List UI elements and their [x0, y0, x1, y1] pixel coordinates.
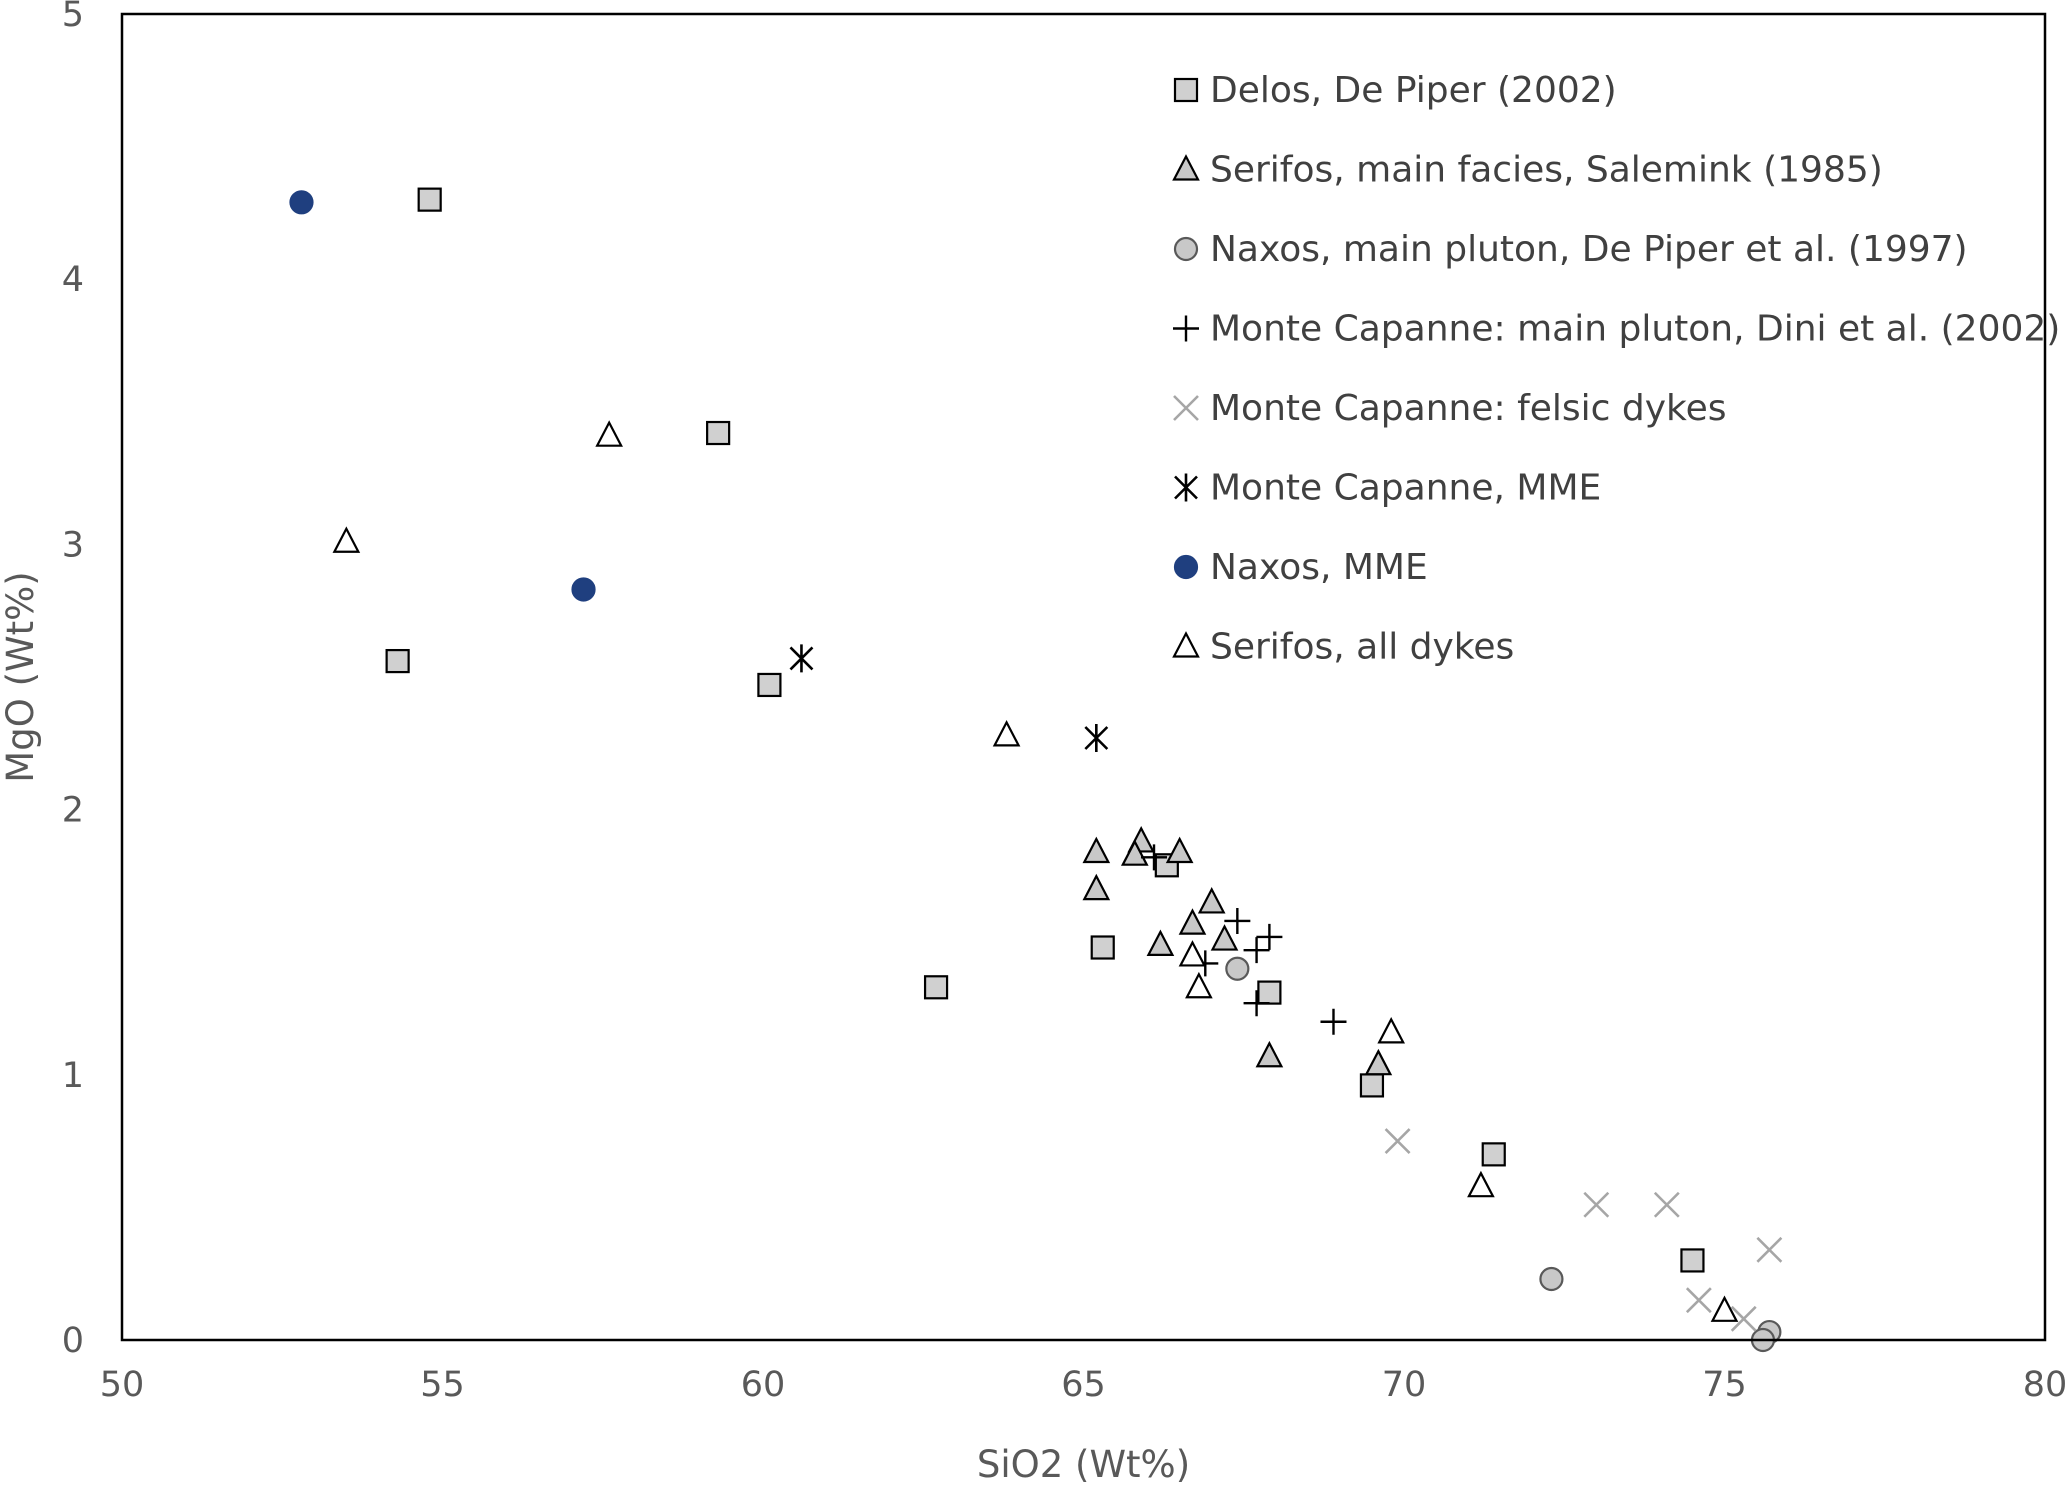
legend-marker: [1173, 236, 1199, 262]
y-tick-label: 4: [62, 260, 84, 300]
data-point: [1364, 1048, 1393, 1076]
series-5: [789, 644, 1109, 752]
x-tick-label: 70: [1382, 1365, 1427, 1405]
data-point: [571, 577, 596, 602]
data-point: [1384, 1128, 1411, 1155]
data-point: [1185, 971, 1213, 999]
y-axis-ticks: 0 1 2 3 4 5: [62, 0, 84, 1361]
legend-marker: [1173, 395, 1199, 421]
data-point: [1680, 1248, 1705, 1273]
y-tick-label: 5: [62, 0, 84, 35]
x-tick-label: 65: [1061, 1365, 1106, 1405]
data-point: [1243, 937, 1270, 964]
data-point: [1377, 1016, 1405, 1044]
legend-marker: [1172, 154, 1200, 181]
data-point: [1084, 723, 1109, 752]
data-point: [1685, 1287, 1712, 1314]
data-point: [289, 190, 314, 215]
legend-marker: [1173, 315, 1199, 342]
plot-area-frame: [120, 12, 2047, 1342]
data-point: [1210, 924, 1239, 951]
data-point: [1225, 956, 1250, 981]
legend-marker: [1173, 554, 1199, 580]
data-point: [1583, 1191, 1610, 1218]
legend-item: Delos, De Piper (2002): [1173, 70, 1617, 111]
data-point: [1710, 1295, 1739, 1322]
y-tick-label: 3: [62, 525, 84, 565]
data-point: [1178, 940, 1207, 967]
data-point: [757, 672, 782, 698]
data-point: [1653, 1191, 1680, 1218]
data-point: [1120, 839, 1149, 866]
legend-label: Monte Capanne: main pluton, Dini et al. …: [1210, 309, 2060, 350]
data-point: [1255, 1040, 1284, 1068]
series-6: [289, 190, 596, 602]
x-tick-label: 55: [420, 1365, 465, 1405]
series-2: [1225, 956, 1782, 1353]
legend-label: Serifos, main facies, Salemink (1985): [1210, 150, 1883, 191]
y-axis-title: MgO (Wt%): [0, 571, 42, 782]
series-1: [1082, 826, 1393, 1076]
data-point: [1090, 935, 1115, 960]
data-point: [595, 420, 623, 447]
legend-marker: [1174, 473, 1198, 502]
data-point: [1197, 887, 1226, 914]
x-axis-title: SiO2 (Wt%): [977, 1443, 1190, 1486]
data-point: [385, 648, 410, 674]
data-point: [1467, 1170, 1495, 1198]
legend-label: Delos, De Piper (2002): [1210, 70, 1617, 111]
legend-item: Monte Capanne: felsic dykes: [1173, 388, 1727, 429]
data-point: [789, 644, 814, 673]
legend-marker: [1172, 631, 1200, 658]
x-tick-label: 60: [741, 1365, 786, 1405]
legend-item: Monte Capanne: main pluton, Dini et al. …: [1173, 309, 2060, 350]
data-point: [1539, 1266, 1564, 1292]
data-point: [992, 719, 1021, 747]
y-tick-label: 0: [62, 1321, 84, 1361]
series-7: [332, 420, 1739, 1322]
data-point: [1320, 1008, 1347, 1035]
data-point: [1146, 929, 1175, 956]
legend-label: Naxos, main pluton, De Piper et al. (199…: [1210, 229, 1968, 270]
data-point: [1082, 873, 1111, 901]
data-point: [1359, 1073, 1385, 1098]
legend-item: Naxos, main pluton, De Piper et al. (199…: [1173, 229, 1968, 270]
legend-item: Serifos, all dykes: [1172, 627, 1514, 668]
data-point: [1224, 907, 1251, 934]
legend-item: Naxos, MME: [1173, 547, 1428, 588]
data-point: [1141, 844, 1168, 871]
x-tick-label: 80: [2023, 1365, 2067, 1405]
data-point: [1243, 990, 1270, 1017]
data-point: [1481, 1142, 1506, 1167]
legend-item: Monte Capanne, MME: [1174, 468, 1601, 509]
data-point: [332, 526, 361, 553]
data-point: [1730, 1305, 1757, 1332]
data-point: [1082, 836, 1111, 864]
series-4: [1384, 1128, 1783, 1332]
legend-label: Serifos, all dykes: [1210, 627, 1514, 668]
legend-item: Serifos, main facies, Salemink (1985): [1172, 150, 1883, 191]
y-tick-label: 2: [62, 791, 84, 831]
data-point: [417, 187, 442, 212]
data-point: [1165, 836, 1194, 864]
legend-label: Naxos, MME: [1210, 547, 1428, 588]
plot-marks: [289, 187, 1783, 1353]
data-point: [1257, 980, 1282, 1005]
data-point: [706, 420, 731, 446]
data-point: [1256, 923, 1283, 950]
legend-label: Monte Capanne: felsic dykes: [1210, 388, 1727, 429]
legend-label: Monte Capanne, MME: [1210, 468, 1601, 509]
x-axis-ticks: 50 55 60 65 70 75 80: [100, 1365, 2067, 1405]
x-tick-label: 75: [1702, 1365, 1747, 1405]
data-point: [923, 975, 949, 1000]
legend-marker: [1173, 77, 1199, 103]
y-tick-label: 1: [62, 1056, 84, 1096]
series-0: [385, 187, 1705, 1273]
data-point: [1756, 1236, 1783, 1263]
data-point: [1178, 908, 1207, 935]
legend: Delos, De Piper (2002) Serifos, main faci…: [1172, 70, 2060, 668]
x-tick-label: 50: [100, 1365, 145, 1405]
series-3: [1141, 844, 1347, 1035]
